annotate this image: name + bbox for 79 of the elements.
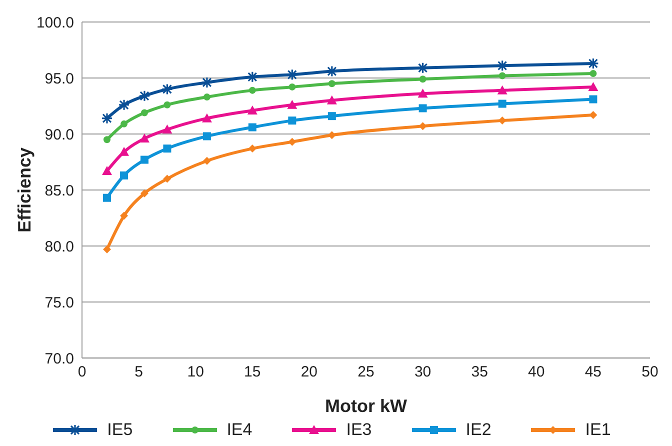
point xyxy=(589,110,598,119)
x-tick-label: 50 xyxy=(642,364,658,381)
point xyxy=(590,70,597,78)
x-tick-label: 0 xyxy=(78,364,86,381)
point xyxy=(497,85,508,94)
y-tick-label: 95.0 xyxy=(44,70,74,88)
point xyxy=(328,131,336,140)
x-tick-label: 10 xyxy=(187,364,204,381)
legend-label: IE5 xyxy=(107,420,133,440)
point xyxy=(103,136,110,144)
point xyxy=(101,112,113,124)
x-tick-label: 5 xyxy=(134,364,143,381)
point xyxy=(418,88,428,98)
point xyxy=(328,80,336,88)
point xyxy=(202,113,212,122)
point xyxy=(202,156,211,165)
point xyxy=(102,194,111,202)
point xyxy=(138,90,150,102)
point xyxy=(588,82,598,91)
point xyxy=(418,104,427,112)
point xyxy=(498,100,506,108)
point xyxy=(286,68,298,80)
point xyxy=(120,171,128,180)
y-tick-label: 85.0 xyxy=(44,182,74,200)
x-tick-label: 30 xyxy=(414,364,432,381)
y-tick-label: 100.0 xyxy=(36,14,74,32)
point xyxy=(288,83,296,90)
point xyxy=(120,120,128,128)
point xyxy=(498,116,506,125)
point xyxy=(288,138,296,146)
point xyxy=(102,245,111,254)
point xyxy=(419,76,426,83)
point xyxy=(496,60,508,72)
point xyxy=(140,189,148,198)
x-tick-label: 15 xyxy=(244,364,261,381)
point xyxy=(248,123,256,132)
point xyxy=(202,132,211,140)
point xyxy=(140,109,148,116)
x-tick-label: 40 xyxy=(528,364,545,381)
point xyxy=(498,72,506,80)
point xyxy=(587,58,599,70)
point xyxy=(246,71,258,83)
point xyxy=(119,146,130,156)
point xyxy=(118,99,130,111)
point xyxy=(162,124,172,134)
legend-label: IE3 xyxy=(346,420,372,440)
legend-label: IE1 xyxy=(585,420,611,440)
legend-label: IE2 xyxy=(466,420,492,440)
point xyxy=(163,144,172,153)
y-tick-label: 75.0 xyxy=(44,294,74,312)
point xyxy=(161,83,173,95)
point xyxy=(328,112,336,120)
point xyxy=(102,166,112,175)
point xyxy=(140,156,148,164)
x-tick-label: 35 xyxy=(471,364,488,381)
point xyxy=(287,100,298,109)
point xyxy=(201,76,213,88)
y-tick-label: 90.0 xyxy=(44,126,74,144)
point xyxy=(326,65,338,78)
point xyxy=(120,212,128,220)
y-tick-label: 80.0 xyxy=(44,238,74,256)
point xyxy=(203,94,210,101)
point xyxy=(247,105,258,114)
x-tick-label: 20 xyxy=(300,364,318,381)
point xyxy=(139,133,150,142)
y-axis-title: Efficiency xyxy=(14,147,34,233)
point xyxy=(288,116,296,125)
x-axis-title: Motor kW xyxy=(325,396,408,416)
x-tick-label: 45 xyxy=(584,364,602,381)
point xyxy=(163,174,172,183)
point xyxy=(589,95,598,104)
point xyxy=(326,95,337,104)
x-tick-label: 25 xyxy=(358,364,374,381)
point xyxy=(417,62,429,74)
y-tick-label: 70.0 xyxy=(44,350,74,368)
point xyxy=(164,101,171,108)
point xyxy=(248,86,256,94)
legend-label: IE4 xyxy=(226,420,252,440)
point xyxy=(248,144,256,153)
